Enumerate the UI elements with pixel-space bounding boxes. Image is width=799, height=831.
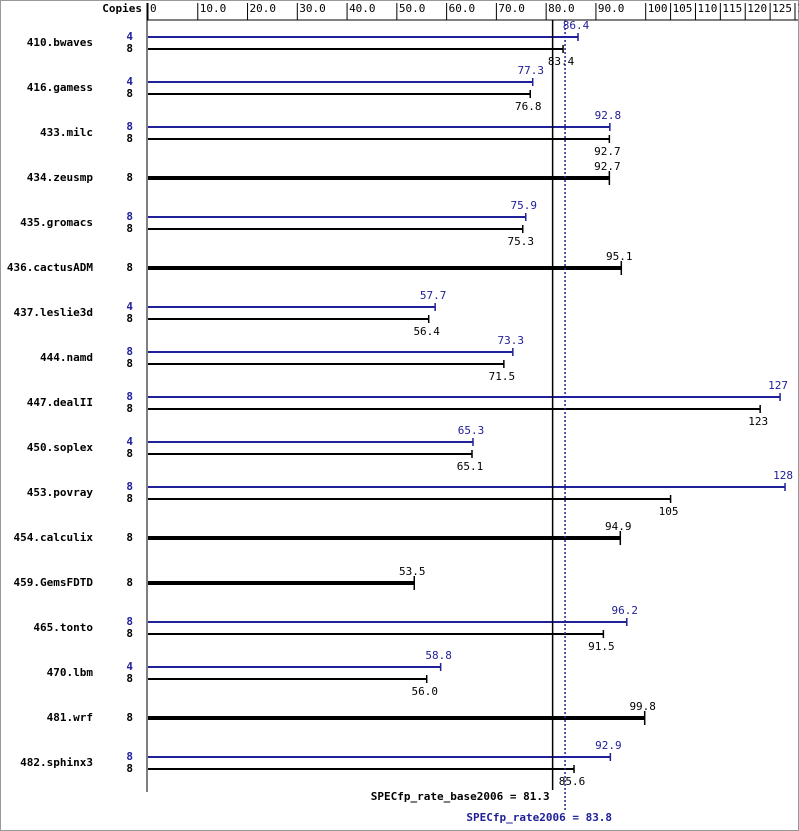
- value-label: 75.3: [508, 235, 535, 248]
- x-tick-label: 90.0: [598, 2, 625, 15]
- benchmark-name: 450.soplex: [27, 441, 94, 454]
- x-tick-label: 10.0: [200, 2, 227, 15]
- benchmark-name: 437.leslie3d: [14, 306, 93, 319]
- copies-label: 4: [126, 300, 133, 313]
- copies-label: 8: [126, 750, 133, 763]
- value-label: 127: [768, 379, 788, 392]
- x-tick-label: 60.0: [449, 2, 476, 15]
- copies-label: 8: [126, 261, 133, 274]
- copies-label: 8: [126, 531, 133, 544]
- value-label: 94.9: [605, 520, 632, 533]
- benchmark-name: 410.bwaves: [27, 36, 93, 49]
- value-label: 92.7: [594, 145, 621, 158]
- copies-label: 8: [126, 627, 133, 640]
- copies-label: 4: [126, 30, 133, 43]
- benchmark-name: 454.calculix: [14, 531, 94, 544]
- benchmark-name: 453.povray: [27, 486, 94, 499]
- value-label: 53.5: [399, 565, 426, 578]
- copies-label: 4: [126, 660, 133, 673]
- value-label: 75.9: [510, 199, 537, 212]
- value-label: 71.5: [489, 370, 516, 383]
- value-label: 65.3: [458, 424, 485, 437]
- copies-label: 8: [126, 672, 133, 685]
- value-label: 92.8: [595, 109, 622, 122]
- value-label: 91.5: [588, 640, 615, 653]
- value-label: 86.4: [563, 19, 590, 32]
- copies-label: 8: [126, 345, 133, 358]
- copies-label: 8: [126, 171, 133, 184]
- copies-header: Copies: [102, 2, 142, 15]
- copies-label: 4: [126, 75, 133, 88]
- copies-label: 8: [126, 312, 133, 325]
- copies-label: 8: [126, 615, 133, 628]
- value-label: 77.3: [517, 64, 544, 77]
- x-tick-label: 40.0: [349, 2, 376, 15]
- benchmark-name: 434.zeusmp: [27, 171, 94, 184]
- value-label: 56.4: [413, 325, 440, 338]
- x-tick-label: 80.0: [548, 2, 575, 15]
- value-label: 96.2: [612, 604, 639, 617]
- copies-label: 8: [126, 711, 133, 724]
- copies-label: 8: [126, 42, 133, 55]
- copies-label: 8: [126, 447, 133, 460]
- benchmark-name: 444.namd: [40, 351, 93, 364]
- reference-label: SPECfp_rate2006 = 83.8: [466, 811, 612, 824]
- value-label: 83.4: [548, 55, 575, 68]
- value-label: 92.7: [594, 160, 621, 173]
- copies-label: 8: [126, 210, 133, 223]
- x-tick-label: 30.0: [299, 2, 326, 15]
- x-tick-label: 110: [697, 2, 717, 15]
- value-label: 85.6: [559, 775, 586, 788]
- value-label: 76.8: [515, 100, 542, 113]
- copies-label: 4: [126, 435, 133, 448]
- x-tick-label: 115: [722, 2, 742, 15]
- value-label: 99.8: [629, 700, 656, 713]
- copies-label: 8: [126, 132, 133, 145]
- x-tick-label: 100: [648, 2, 668, 15]
- copies-label: 8: [126, 357, 133, 370]
- value-label: 105: [659, 505, 679, 518]
- copies-label: 8: [126, 120, 133, 133]
- benchmark-name: 433.milc: [40, 126, 93, 139]
- reference-label: SPECfp_rate_base2006 = 81.3: [371, 790, 550, 803]
- x-tick-label: 105: [673, 2, 693, 15]
- benchmark-name: 416.gamess: [27, 81, 93, 94]
- copies-label: 8: [126, 402, 133, 415]
- x-tick-label: 50.0: [399, 2, 426, 15]
- x-tick-label: 70.0: [498, 2, 525, 15]
- benchmark-name: 470.lbm: [47, 666, 94, 679]
- benchmark-name: 459.GemsFDTD: [14, 576, 94, 589]
- x-tick-label: 125: [772, 2, 792, 15]
- value-label: 128: [773, 469, 793, 482]
- value-label: 65.1: [457, 460, 484, 473]
- benchmark-name: 447.dealII: [27, 396, 93, 409]
- value-label: 92.9: [595, 739, 622, 752]
- benchmark-name: 465.tonto: [33, 621, 93, 634]
- x-tick-label: 20.0: [250, 2, 276, 15]
- copies-label: 8: [126, 576, 133, 589]
- x-tick-label: 0: [150, 2, 157, 15]
- benchmark-name: 436.cactusADM: [7, 261, 93, 274]
- copies-label: 8: [126, 762, 133, 775]
- copies-label: 8: [126, 87, 133, 100]
- copies-label: 8: [126, 222, 133, 235]
- copies-label: 8: [126, 390, 133, 403]
- value-label: 58.8: [425, 649, 452, 662]
- benchmark-name: 435.gromacs: [20, 216, 93, 229]
- copies-label: 8: [126, 492, 133, 505]
- value-label: 57.7: [420, 289, 447, 302]
- x-tick-label: 120: [747, 2, 767, 15]
- benchmark-name: 482.sphinx3: [20, 756, 93, 769]
- x-tick-label: 130: [797, 2, 799, 15]
- value-label: 56.0: [411, 685, 438, 698]
- copies-label: 8: [126, 480, 133, 493]
- benchmark-name: 481.wrf: [47, 711, 93, 724]
- value-label: 73.3: [498, 334, 525, 347]
- value-label: 95.1: [606, 250, 633, 263]
- value-label: 123: [748, 415, 768, 428]
